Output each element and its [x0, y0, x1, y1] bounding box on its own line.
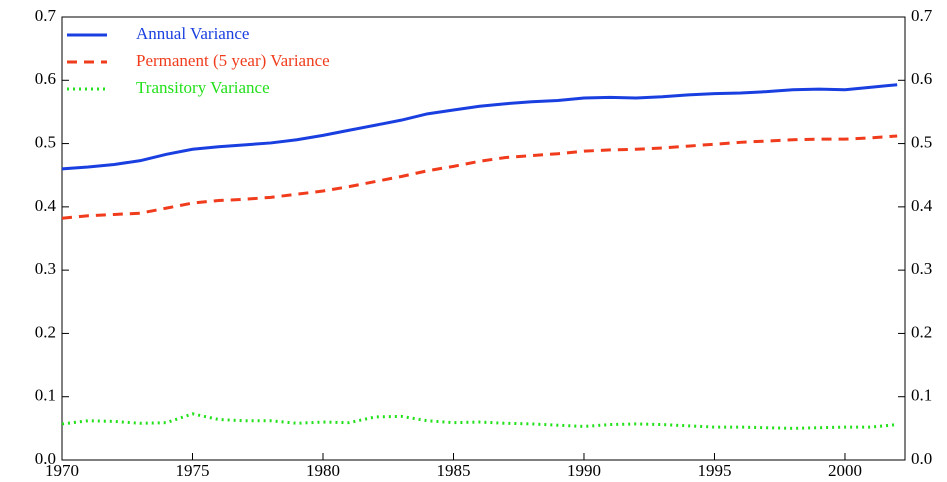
y-tick-label: 0.1 [35, 386, 56, 405]
series-line [61, 412, 898, 430]
series-line [61, 134, 898, 220]
y2-tick-label: 0.3 [911, 259, 932, 278]
x-tick-label: 1990 [567, 461, 601, 480]
y2-tick-label: 0.4 [911, 196, 933, 215]
x-tick-label: 1995 [697, 461, 731, 480]
y-tick-label: 0.5 [35, 132, 56, 151]
y2-tick-label: 0.2 [911, 322, 932, 341]
series-line [61, 83, 898, 171]
legend-label: Transitory Variance [136, 78, 270, 97]
y-tick-label: 0.3 [35, 259, 56, 278]
y-tick-label: 0.0 [35, 449, 56, 468]
y2-tick-label: 0.0 [911, 449, 932, 468]
legend-label: Annual Variance [136, 24, 249, 43]
x-tick-label: 1980 [306, 461, 340, 480]
x-tick-label: 1975 [175, 461, 209, 480]
legend-label: Permanent (5 year) Variance [136, 51, 330, 70]
x-tick-label: 1970 [45, 461, 79, 480]
y2-tick-label: 0.7 [911, 6, 933, 25]
x-tick-label: 2000 [828, 461, 862, 480]
y2-tick-label: 0.1 [911, 386, 932, 405]
x-tick-label: 1985 [436, 461, 470, 480]
y2-tick-label: 0.6 [911, 69, 932, 88]
y-tick-label: 0.7 [35, 6, 57, 25]
y2-tick-label: 0.5 [911, 132, 932, 151]
plot-frame [61, 16, 906, 461]
y-tick-label: 0.2 [35, 322, 56, 341]
y-tick-label: 0.6 [35, 69, 56, 88]
y-tick-label: 0.4 [35, 196, 57, 215]
